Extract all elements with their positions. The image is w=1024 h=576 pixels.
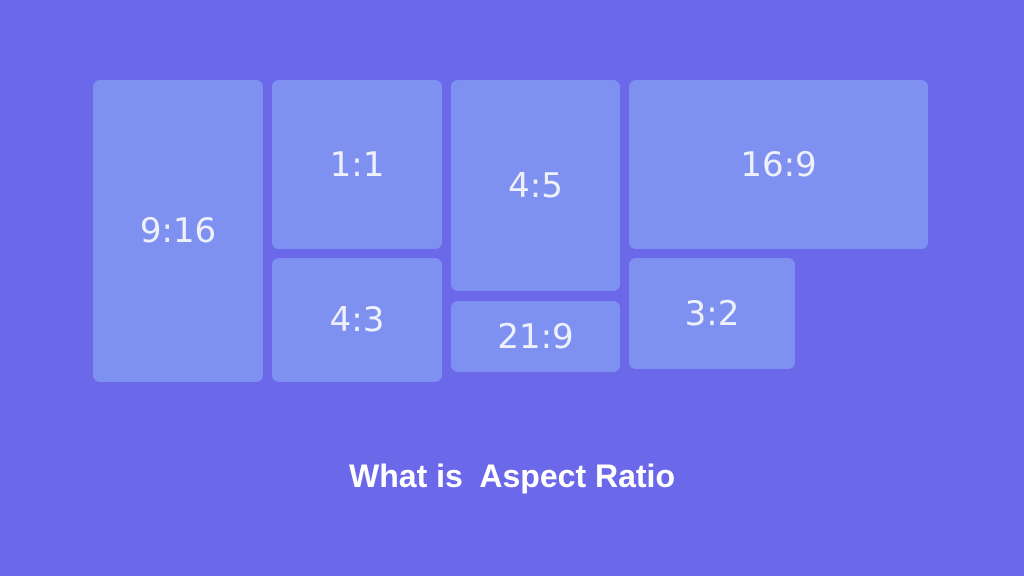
ratio-box-3-2: 3:2: [629, 258, 795, 369]
ratio-box-1-1: 1:1: [272, 80, 442, 249]
ratio-label: 3:2: [684, 293, 740, 334]
ratio-box-21-9: 21:9: [451, 301, 620, 372]
ratio-box-16-9: 16:9: [629, 80, 928, 249]
ratio-label: 16:9: [740, 144, 817, 185]
ratio-label: 4:3: [329, 300, 385, 340]
ratio-label: 21:9: [497, 316, 574, 357]
ratio-box-9-16: 9:16: [93, 80, 263, 382]
page-title: What is Aspect Ratio: [349, 458, 675, 494]
ratio-label: 9:16: [139, 211, 217, 251]
ratio-label: 4:5: [508, 165, 563, 206]
ratio-box-4-5: 4:5: [451, 80, 620, 291]
ratio-box-4-3: 4:3: [272, 258, 442, 382]
ratio-label: 1:1: [329, 144, 385, 185]
